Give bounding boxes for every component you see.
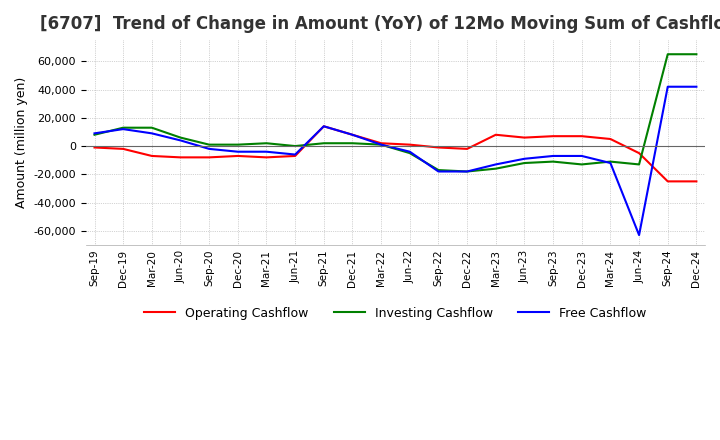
Free Cashflow [463,169,472,174]
Legend: Operating Cashflow, Investing Cashflow, Free Cashflow: Operating Cashflow, Investing Cashflow, … [139,302,652,325]
Operating Cashflow [119,146,127,151]
Operating Cashflow [176,155,185,160]
Line: Investing Cashflow: Investing Cashflow [94,54,696,172]
Free Cashflow [606,160,615,165]
Operating Cashflow [520,135,528,140]
Operating Cashflow [663,179,672,184]
Operating Cashflow [348,132,357,137]
Free Cashflow [663,84,672,89]
Operating Cashflow [90,145,99,150]
Free Cashflow [148,131,156,136]
Title: [6707]  Trend of Change in Amount (YoY) of 12Mo Moving Sum of Cashflows: [6707] Trend of Change in Amount (YoY) o… [40,15,720,33]
Investing Cashflow [233,142,242,147]
Free Cashflow [692,84,701,89]
Operating Cashflow [434,145,443,150]
Line: Operating Cashflow: Operating Cashflow [94,126,696,181]
Investing Cashflow [606,159,615,164]
Operating Cashflow [463,146,472,151]
Free Cashflow [119,126,127,132]
Free Cashflow [377,142,385,147]
Free Cashflow [90,131,99,136]
Investing Cashflow [119,125,127,130]
Investing Cashflow [520,160,528,165]
Free Cashflow [492,162,500,167]
Line: Free Cashflow: Free Cashflow [94,87,696,235]
Investing Cashflow [577,162,586,167]
Free Cashflow [233,149,242,154]
Operating Cashflow [262,155,271,160]
Free Cashflow [291,152,300,157]
Free Cashflow [262,149,271,154]
Investing Cashflow [176,135,185,140]
Free Cashflow [405,149,414,154]
Investing Cashflow [635,162,644,167]
Operating Cashflow [692,179,701,184]
Investing Cashflow [549,159,557,164]
Investing Cashflow [291,143,300,149]
Operating Cashflow [635,150,644,156]
Operating Cashflow [320,124,328,129]
Y-axis label: Amount (million yen): Amount (million yen) [15,77,28,208]
Investing Cashflow [692,51,701,57]
Operating Cashflow [148,153,156,158]
Operating Cashflow [577,133,586,139]
Investing Cashflow [663,51,672,57]
Investing Cashflow [204,142,213,147]
Operating Cashflow [233,153,242,158]
Investing Cashflow [320,141,328,146]
Investing Cashflow [262,141,271,146]
Operating Cashflow [204,155,213,160]
Investing Cashflow [463,169,472,174]
Operating Cashflow [492,132,500,137]
Operating Cashflow [405,142,414,147]
Free Cashflow [348,132,357,137]
Free Cashflow [549,153,557,158]
Investing Cashflow [405,150,414,156]
Free Cashflow [577,153,586,158]
Investing Cashflow [148,125,156,130]
Investing Cashflow [492,166,500,171]
Operating Cashflow [291,153,300,158]
Free Cashflow [635,232,644,238]
Operating Cashflow [606,136,615,142]
Free Cashflow [204,146,213,151]
Free Cashflow [320,124,328,129]
Investing Cashflow [377,142,385,147]
Investing Cashflow [434,168,443,173]
Free Cashflow [434,169,443,174]
Operating Cashflow [549,133,557,139]
Operating Cashflow [377,141,385,146]
Investing Cashflow [348,141,357,146]
Investing Cashflow [90,132,99,137]
Free Cashflow [176,138,185,143]
Free Cashflow [520,156,528,161]
